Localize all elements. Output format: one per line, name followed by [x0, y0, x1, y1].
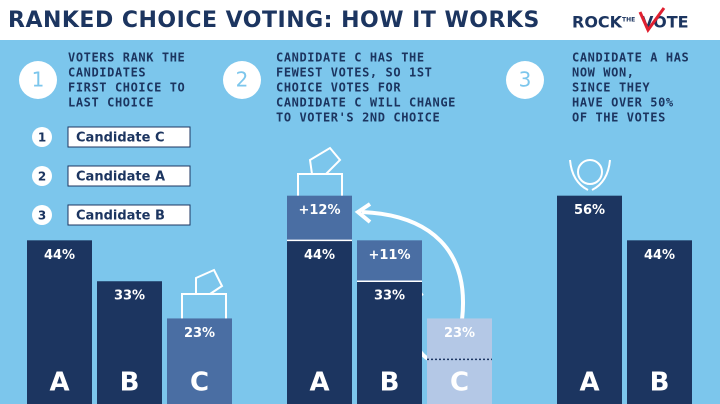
candidate-box — [67, 165, 191, 187]
step-text: CHOICE VOTES FOR — [276, 81, 401, 95]
logo-the: THE — [622, 17, 635, 24]
logo-rock: ROCK — [572, 13, 623, 32]
step-number: 2 — [236, 68, 249, 92]
step-circle — [506, 61, 544, 99]
bar-category: C — [190, 368, 209, 398]
step-text: CANDIDATE C HAS THE — [276, 51, 425, 65]
bar-category: B — [120, 368, 140, 398]
bar-value-label: 44% — [304, 248, 335, 263]
bar-value-label: 23% — [444, 326, 475, 341]
bar-added-label: +11% — [368, 248, 410, 263]
rank-number: 3 — [38, 209, 46, 223]
step-circle — [223, 61, 261, 99]
bar — [357, 281, 422, 404]
bar-category: B — [380, 368, 400, 398]
candidate-name: Candidate C — [76, 131, 165, 146]
bar-added — [287, 195, 352, 241]
step-text: NOW WON, — [572, 66, 635, 80]
step-text: SINCE THEY — [572, 81, 650, 95]
bar-category: A — [309, 368, 329, 398]
bar-category: A — [49, 368, 69, 398]
logo-check — [638, 7, 666, 33]
step-text: FIRST CHOICE TO — [68, 81, 185, 95]
bar-value-label: 44% — [644, 248, 675, 263]
bar-value-label: 44% — [44, 248, 75, 263]
bar — [557, 195, 622, 404]
bar-value-label: 33% — [114, 289, 145, 304]
step-number: 3 — [519, 68, 532, 92]
bar — [287, 240, 352, 404]
logo: ROCK THE VOTE — [572, 7, 689, 33]
header-bar — [0, 0, 720, 40]
bar-category: B — [650, 368, 670, 398]
bar — [167, 318, 232, 404]
medal-icon — [569, 159, 611, 191]
bar-value-label: 56% — [574, 203, 605, 218]
bar-added-label: +12% — [298, 203, 340, 218]
bar — [627, 240, 692, 404]
candidate-box — [67, 204, 191, 226]
step-text: CANDIDATES — [68, 66, 146, 80]
candidate-name: Candidate A — [76, 170, 165, 185]
step-number: 1 — [32, 68, 45, 92]
bar — [427, 318, 492, 404]
step-text: CANDIDATE C WILL CHANGE — [276, 96, 456, 110]
step-text: FEWEST VOTES, SO 1ST — [276, 66, 433, 80]
candidate-box — [67, 126, 191, 148]
step-text: VOTERS RANK THE — [68, 51, 185, 65]
rank-circle — [32, 127, 52, 147]
bar-added — [357, 240, 422, 282]
step-text: OF THE VOTES — [572, 111, 666, 125]
step-text: TO VOTER'S 2ND CHOICE — [276, 111, 440, 125]
step-circle — [19, 61, 57, 99]
title: RANKED CHOICE VOTING: HOW IT WORKS — [8, 8, 540, 33]
bar — [97, 281, 162, 404]
bar-category: C — [450, 368, 469, 398]
bar-value-label: 23% — [184, 326, 215, 341]
rank-number: 1 — [38, 131, 46, 145]
logo-vote: VOTE — [641, 13, 689, 32]
rank-circle — [32, 166, 52, 186]
bar — [27, 240, 92, 404]
step-text: LAST CHOICE — [68, 96, 154, 110]
rank-number: 2 — [38, 170, 46, 184]
step-text: CANDIDATE A HAS — [572, 51, 689, 65]
step-text: HAVE OVER 50% — [572, 96, 674, 110]
rank-circle — [32, 205, 52, 225]
candidate-name: Candidate B — [76, 209, 165, 224]
bar-value-label: 33% — [374, 289, 405, 304]
bar-category: A — [579, 368, 599, 398]
